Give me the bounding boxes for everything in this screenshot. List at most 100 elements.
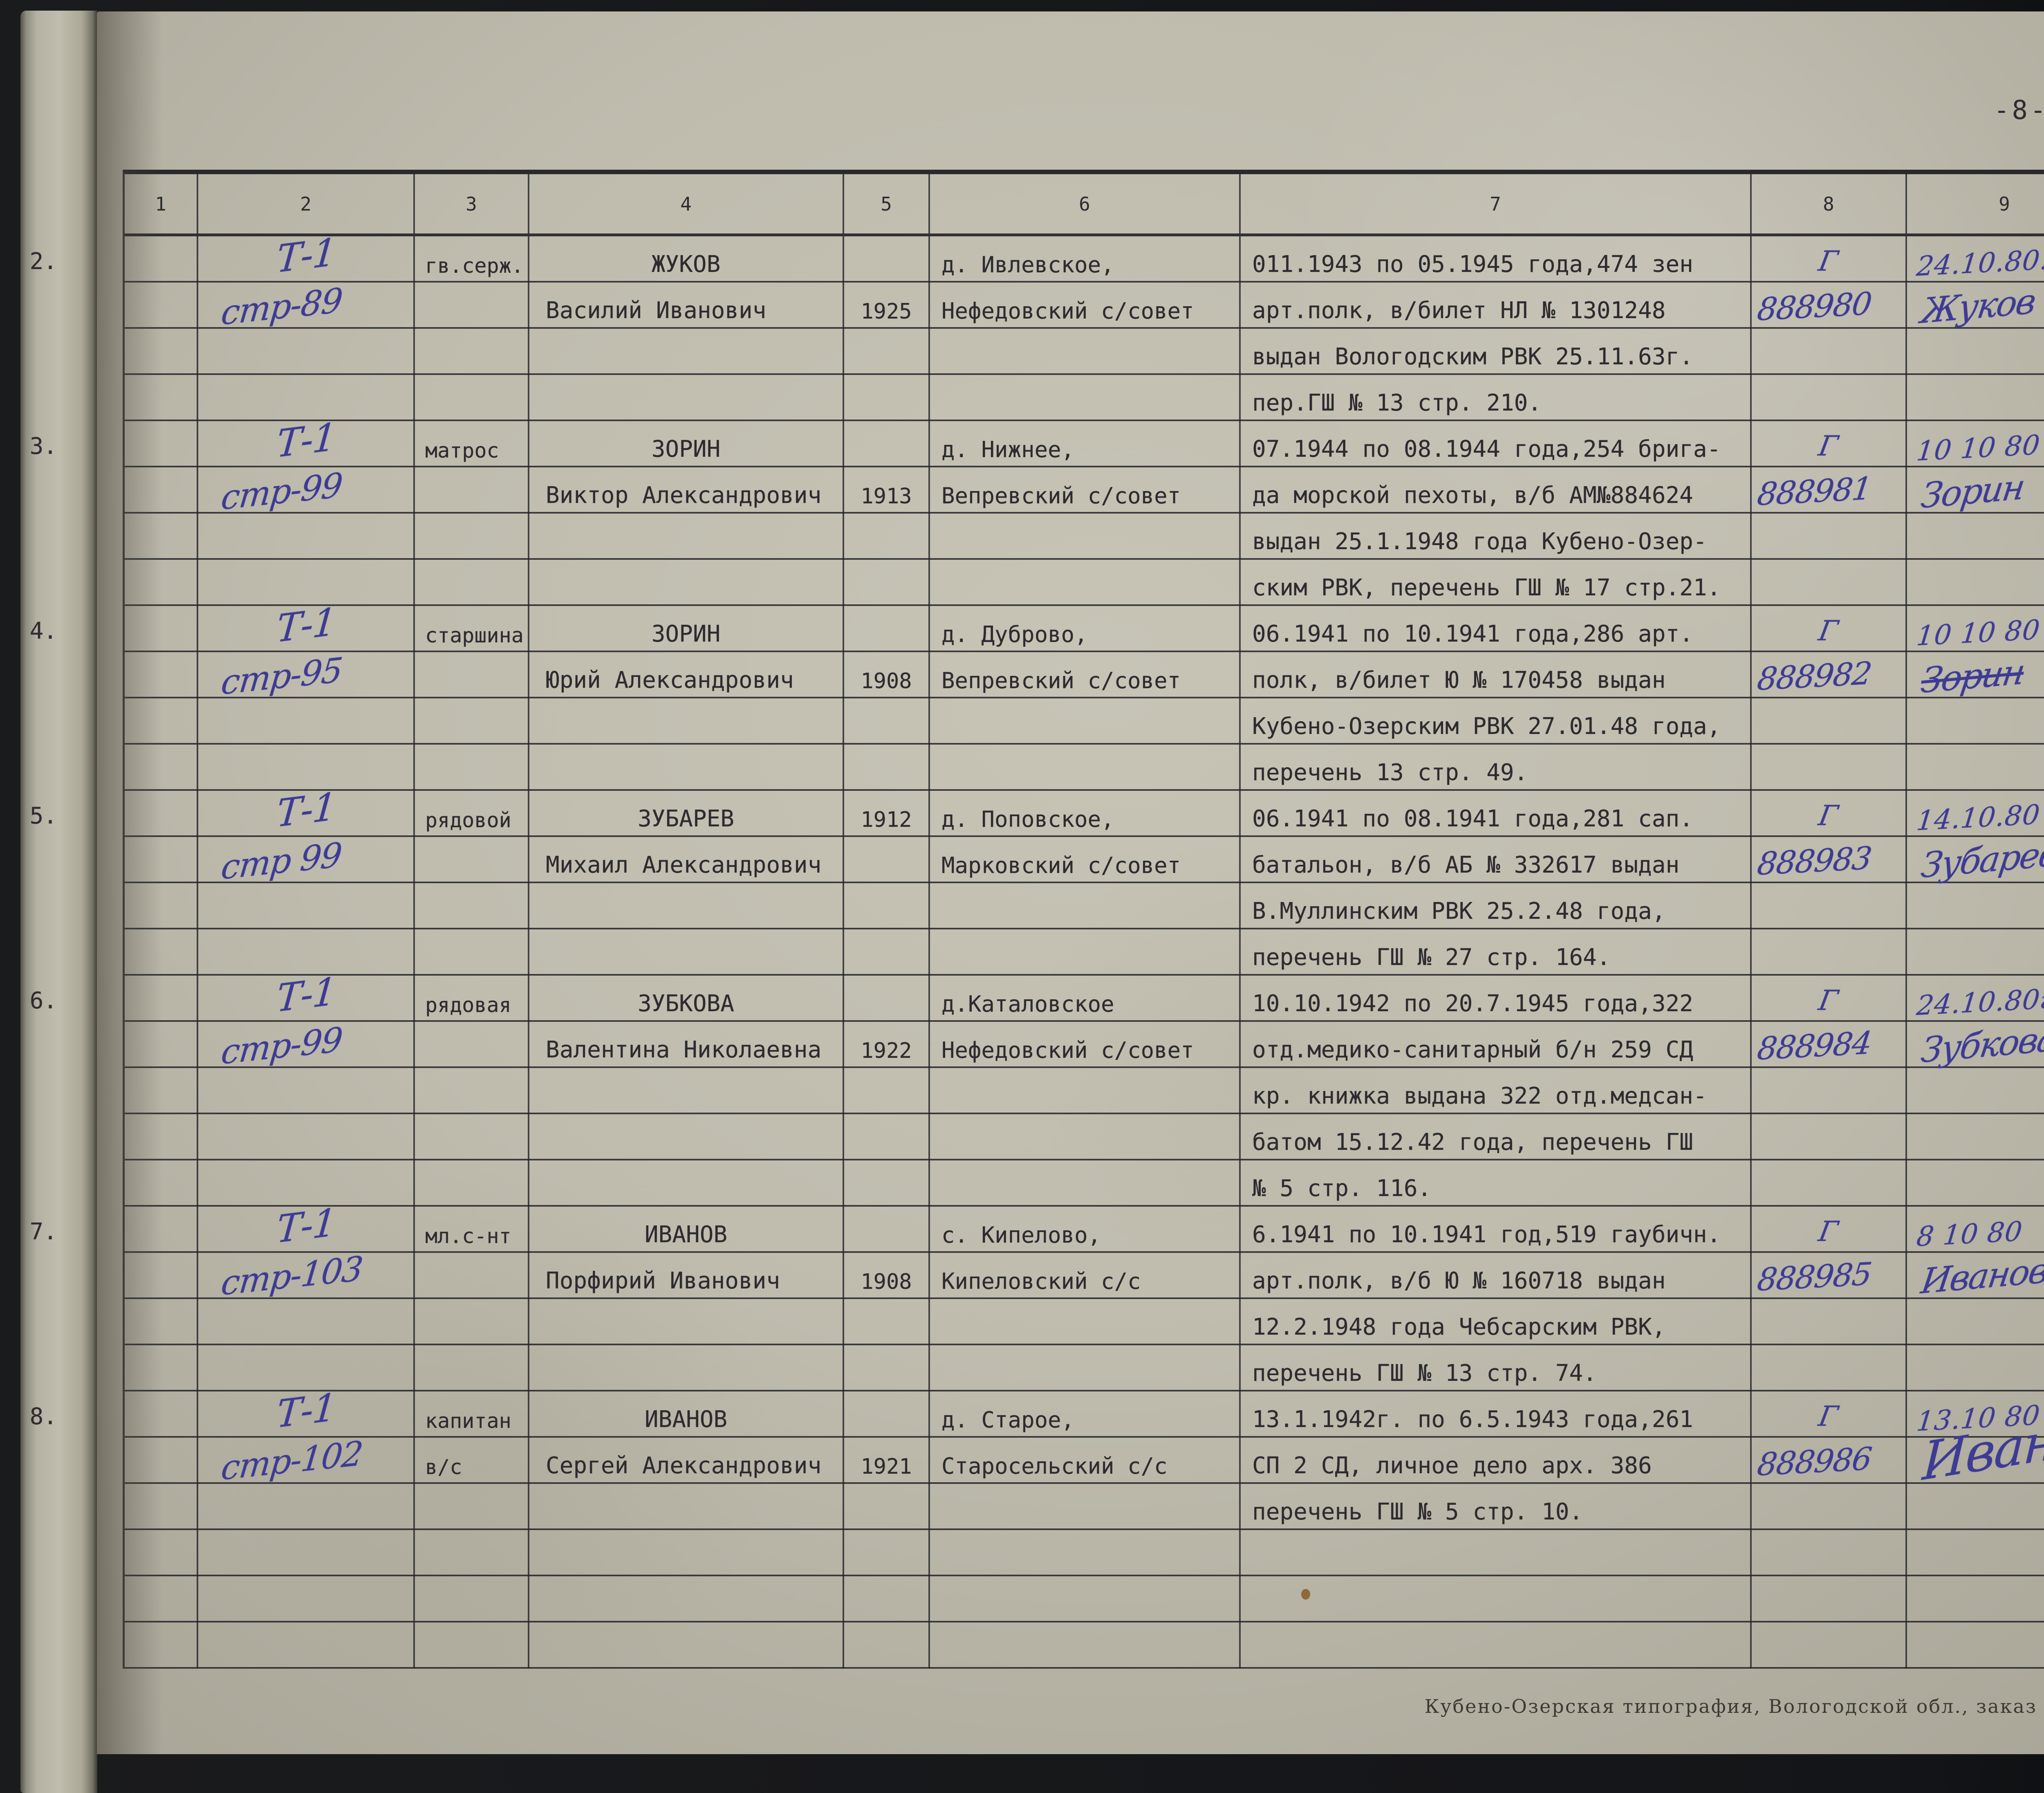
rank-extra <box>415 652 528 698</box>
column-header-5: 5 <box>844 174 930 233</box>
surname: ЗОРИН <box>651 621 721 647</box>
surname: ЖУКОВ <box>651 251 721 278</box>
register-number: 888985 <box>1755 1255 1874 1298</box>
paper-speck <box>1301 1589 1310 1600</box>
cell-row-number <box>125 1576 198 1669</box>
column-header-label: 9 <box>1999 193 2010 215</box>
registry-table-grid: 1234567891011 Т-1 стр-89 гв.серж. ЖУКОВ … <box>123 170 2044 1669</box>
cell-row-number <box>125 606 198 791</box>
register-letter: Г <box>1816 800 1840 832</box>
cell-issue-date-signature: 10 10 80 Зорин <box>1907 606 2044 791</box>
cell-card-ref <box>198 1576 415 1669</box>
rank: капитан <box>425 1409 511 1433</box>
cell-rank: капитан в/с <box>415 1391 529 1576</box>
service-line: 06.1941 по 10.1941 года,286 арт. <box>1252 621 1693 647</box>
cell-register-number: Г 888980 <box>1752 236 1907 421</box>
column-header-label: 4 <box>680 193 692 215</box>
cell-service-record: 06.1941 по 10.1941 года,286 арт. полк, в/… <box>1241 606 1752 791</box>
service-line: перечень 13 стр. 49. <box>1252 759 1528 786</box>
rank-extra <box>415 837 528 883</box>
service-line: да морской пехоты, в/б АМ№884624 <box>1252 482 1693 509</box>
table-header-row: 1234567891011 <box>125 174 2044 236</box>
register-letter: Г <box>1816 1216 1840 1248</box>
column-header-9: 9 <box>1907 174 2044 233</box>
cell-register-number: Г 888986 <box>1752 1391 1907 1576</box>
service-line: ским РВК, перечень ГШ № 17 стр.21. <box>1252 574 1721 601</box>
cell-birth-year <box>844 1576 930 1669</box>
issue-date: 10 10 80 <box>1915 429 2042 467</box>
birthplace-village: д. Дуброво, <box>941 622 1088 647</box>
service-line: СП 2 СД, личное дело арх. 386 <box>1252 1452 1652 1479</box>
cell-birthplace: д. Поповское, Марковский с/совет <box>930 791 1241 976</box>
column-header-label: 1 <box>155 193 166 215</box>
register-number: 888986 <box>1755 1440 1874 1483</box>
cell-rank: гв.серж. <box>415 236 529 421</box>
birthplace-village <box>930 1576 1239 1622</box>
given-names: Сергей Александрович <box>546 1452 822 1479</box>
cell-birth-year: 1921 <box>844 1391 930 1576</box>
birthplace-village: д.Каталовское <box>941 991 1114 1017</box>
issue-date: 10 10 80 <box>1915 614 2042 652</box>
service-line: № 5 стр. 116. <box>1252 1175 1432 1202</box>
cell-service-record: 011.1943 по 05.1945 года,474 зен арт.полк… <box>1241 236 1752 421</box>
cell-rank: мл.с-нт <box>415 1207 529 1391</box>
table-row: Т-1 стр-95 старшина ЗОРИН Юрий Александр… <box>125 599 2044 791</box>
cell-rank <box>415 1576 529 1669</box>
cell-birth-year: 1908 <box>844 1207 930 1391</box>
cell-service-record: 07.1944 по 08.1944 года,254 брига-да мор… <box>1241 421 1752 606</box>
cell-birthplace: д.Каталовское Нефедовский с/совет <box>930 976 1241 1207</box>
cell-name: ИВАНОВ Сергей Александрович <box>529 1391 844 1576</box>
table-row: Т-1 стр-102 капитан в/с ИВАНОВ Сергей Ал… <box>125 1385 2044 1576</box>
birth-year <box>844 1622 928 1669</box>
service-line: полк, в/билет Ю № 170458 выдан <box>1252 667 1666 693</box>
service-line: перечень ГШ № 5 стр. 10. <box>1252 1499 1583 1525</box>
register-number: 888984 <box>1755 1024 1874 1067</box>
register-number: 888983 <box>1755 839 1874 882</box>
service-line: 011.1943 по 05.1945 года,474 зен <box>1252 251 1693 278</box>
column-header-label: 8 <box>1823 193 1834 215</box>
cell-card-ref: Т-1 стр-102 <box>198 1385 415 1576</box>
birth-year: 1912 <box>861 808 912 832</box>
register-letter <box>1748 1576 1910 1622</box>
table-row: Т-1 стр-99 матрос ЗОРИН Виктор Александр… <box>125 415 2044 606</box>
cell-birthplace: д. Дуброво, Вепревский с/совет <box>930 606 1241 791</box>
register-letter: Г <box>1816 430 1840 462</box>
page-number: -8- <box>1994 95 2044 126</box>
surname <box>529 1576 843 1622</box>
service-line: 13.1.1942г. по 6.5.1943 года,261 <box>1252 1406 1693 1433</box>
birthplace-council: Старосельский с/с <box>941 1453 1168 1479</box>
birthplace-village: д. Старое, <box>941 1407 1075 1433</box>
rank-extra <box>415 1253 528 1299</box>
previous-page-edge <box>20 11 97 1793</box>
service-line: Кубено-Озерским РВК 27.01.48 года, <box>1252 713 1721 740</box>
birthplace-council: Марковский с/совет <box>941 853 1181 878</box>
column-header-7: 7 <box>1241 174 1752 233</box>
rank-extra <box>415 467 528 514</box>
cell-register-number: Г 888982 <box>1752 606 1907 791</box>
ledger-page: -8- 10 1234567891011 Т-1 стр-89 гв.серж.… <box>97 11 2044 1754</box>
issue-date: 14.10.80 <box>1915 799 2042 837</box>
surname: ЗОРИН <box>651 436 721 462</box>
table-body: Т-1 стр-89 гв.серж. ЖУКОВ Василий Иванов… <box>125 230 2044 1669</box>
cell-register-number: Г 888983 <box>1752 791 1907 976</box>
birthplace-council: Кипеловский с/с <box>941 1268 1141 1294</box>
cell-card-ref: Т-1 стр 99 <box>198 784 415 976</box>
rank: матрос <box>425 439 499 462</box>
birthplace-village: д. Нижнее, <box>941 437 1075 462</box>
cell-issue-date-signature: 8 10 80 Иванов <box>1907 1207 2044 1391</box>
service-line: отд.медико-санитарный б/н 259 СД <box>1252 1037 1693 1063</box>
issue-date: 8 10 80 <box>1915 1215 2024 1253</box>
cell-card-ref: Т-1 стр-89 <box>198 230 415 421</box>
cell-birth-year: 1925 <box>844 236 930 421</box>
issue-date: 24.10.80г. <box>1915 982 2044 1022</box>
cell-row-number <box>125 976 198 1207</box>
cell-issue-date-signature: 10 10 80 Зорин <box>1907 421 2044 606</box>
given-names: Василий Иванович <box>546 297 766 324</box>
cell-birthplace: д. Старое, Старосельский с/с <box>930 1391 1241 1576</box>
birth-year: 1922 <box>861 1039 912 1063</box>
register-letter: Г <box>1816 245 1840 278</box>
register-number: 888981 <box>1755 470 1874 513</box>
column-header-label: 6 <box>1079 193 1090 215</box>
service-line: перечень ГШ № 27 стр. 164. <box>1252 944 1611 971</box>
